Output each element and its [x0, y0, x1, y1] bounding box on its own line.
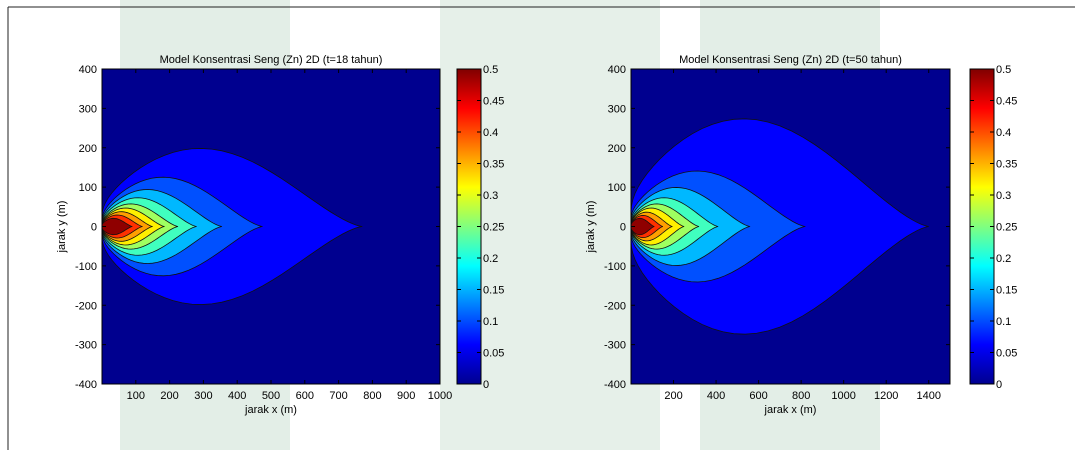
x-axis-label: jarak x (m) — [764, 404, 817, 416]
colorbar-tick-label: 0.35 — [483, 159, 504, 171]
colorbar-tick-label: 0.5 — [996, 64, 1011, 76]
y-tick-label: -200 — [75, 300, 97, 312]
y-axis-label: jarak y (m) — [56, 201, 68, 254]
colorbar-tick-label: 0.2 — [483, 253, 498, 265]
colorbar-tick-label: 0 — [996, 379, 1002, 391]
colorbar-tick-label: 0.35 — [996, 159, 1017, 171]
x-tick-label: 800 — [792, 390, 810, 402]
colorbar-tick-label: 0.25 — [483, 222, 504, 234]
contour-group — [102, 148, 363, 305]
y-tick-label: -200 — [604, 300, 626, 312]
y-tick-label: -300 — [75, 340, 97, 352]
colorbar-tick-label: 0.45 — [483, 96, 504, 108]
colorbar-tick-label: 0.1 — [483, 316, 498, 328]
y-tick-label: 0 — [620, 222, 626, 234]
y-tick-label: -100 — [75, 261, 97, 273]
colorbar-tick-label: 0.3 — [996, 190, 1011, 202]
y-axis-label: jarak y (m) — [585, 201, 597, 254]
colorbar-tick-label: 0.45 — [996, 96, 1017, 108]
chart-title: Model Konsentrasi Seng (Zn) 2D (t=18 tah… — [160, 54, 383, 66]
x-tick-label: 200 — [160, 390, 178, 402]
y-tick-label: 0 — [91, 222, 97, 234]
x-tick-label: 400 — [228, 390, 246, 402]
y-tick-label: -400 — [604, 379, 626, 391]
x-tick-label: 1400 — [916, 390, 940, 402]
colorbar-tick-label: 0.25 — [996, 222, 1017, 234]
x-tick-label: 400 — [707, 390, 725, 402]
y-tick-label: -100 — [604, 261, 626, 273]
x-tick-label: 600 — [296, 390, 314, 402]
y-tick-label: 400 — [608, 64, 626, 76]
colorbar-tick-label: 0.5 — [483, 64, 498, 76]
x-tick-label: 900 — [397, 390, 415, 402]
contour-level-0-45 — [631, 217, 655, 236]
x-tick-label: 100 — [127, 390, 145, 402]
colorbar-tick-label: 0.05 — [483, 348, 504, 360]
colorbar-tick-label: 0.15 — [483, 285, 504, 297]
y-tick-label: 300 — [608, 103, 626, 115]
contour-level-0-45 — [102, 217, 133, 236]
x-tick-label: 700 — [329, 390, 347, 402]
colorbar-tick-label: 0.4 — [483, 127, 498, 139]
chart-title: Model Konsentrasi Seng (Zn) 2D (t=50 tah… — [679, 54, 902, 66]
colorbar-tick-label: 0.05 — [996, 348, 1017, 360]
y-tick-label: 100 — [79, 182, 97, 194]
colorbar-tick-label: 0.4 — [996, 127, 1011, 139]
contour-group — [631, 118, 929, 335]
x-tick-label: 500 — [262, 390, 280, 402]
colorbar-tick-label: 0 — [483, 379, 489, 391]
y-tick-label: 200 — [79, 143, 97, 155]
colorbar-tick-label: 0.1 — [996, 316, 1011, 328]
x-tick-label: 1000 — [831, 390, 855, 402]
colorbar-tick-label: 0.3 — [483, 190, 498, 202]
x-tick-label: 600 — [749, 390, 767, 402]
x-tick-label: 1200 — [874, 390, 898, 402]
x-tick-label: 800 — [363, 390, 381, 402]
y-tick-label: 100 — [608, 182, 626, 194]
x-tick-label: 300 — [194, 390, 212, 402]
y-tick-label: 300 — [79, 103, 97, 115]
x-axis-label: jarak x (m) — [244, 404, 297, 416]
colorbar-tick-label: 0.15 — [996, 285, 1017, 297]
y-tick-label: 400 — [79, 64, 97, 76]
colorbar-tick-label: 0.2 — [996, 253, 1011, 265]
x-tick-label: 200 — [664, 390, 682, 402]
y-tick-label: 200 — [608, 143, 626, 155]
y-tick-label: -400 — [75, 379, 97, 391]
x-tick-label: 1000 — [428, 390, 452, 402]
y-tick-label: -300 — [604, 340, 626, 352]
